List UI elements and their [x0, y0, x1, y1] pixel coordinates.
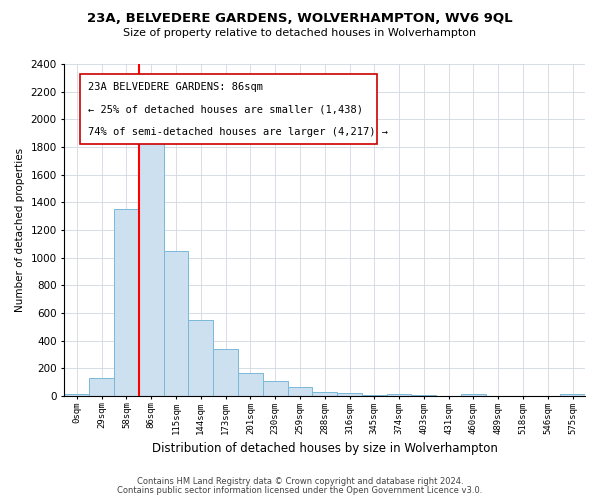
Bar	[64, 394, 89, 396]
Bar	[461, 394, 486, 396]
Bar	[139, 136, 164, 396]
Bar	[362, 395, 386, 396]
Text: 23A, BELVEDERE GARDENS, WOLVERHAMPTON, WV6 9QL: 23A, BELVEDERE GARDENS, WOLVERHAMPTON, W…	[87, 12, 513, 26]
Bar	[287, 388, 313, 396]
FancyBboxPatch shape	[80, 74, 377, 144]
Bar	[89, 378, 114, 396]
Bar	[313, 392, 337, 396]
Bar	[114, 209, 139, 396]
Text: ← 25% of detached houses are smaller (1,438): ← 25% of detached houses are smaller (1,…	[88, 105, 363, 115]
Text: Size of property relative to detached houses in Wolverhampton: Size of property relative to detached ho…	[124, 28, 476, 38]
Text: Contains public sector information licensed under the Open Government Licence v3: Contains public sector information licen…	[118, 486, 482, 495]
Bar	[213, 349, 238, 396]
Text: 23A BELVEDERE GARDENS: 86sqm: 23A BELVEDERE GARDENS: 86sqm	[88, 82, 263, 92]
Y-axis label: Number of detached properties: Number of detached properties	[15, 148, 25, 312]
Bar	[386, 394, 412, 396]
Bar	[412, 395, 436, 396]
Bar	[164, 250, 188, 396]
Bar	[188, 320, 213, 396]
Text: 74% of semi-detached houses are larger (4,217) →: 74% of semi-detached houses are larger (…	[88, 128, 388, 138]
Bar	[263, 380, 287, 396]
Bar	[238, 373, 263, 396]
X-axis label: Distribution of detached houses by size in Wolverhampton: Distribution of detached houses by size …	[152, 442, 497, 455]
Text: Contains HM Land Registry data © Crown copyright and database right 2024.: Contains HM Land Registry data © Crown c…	[137, 477, 463, 486]
Bar	[337, 393, 362, 396]
Bar	[560, 394, 585, 396]
